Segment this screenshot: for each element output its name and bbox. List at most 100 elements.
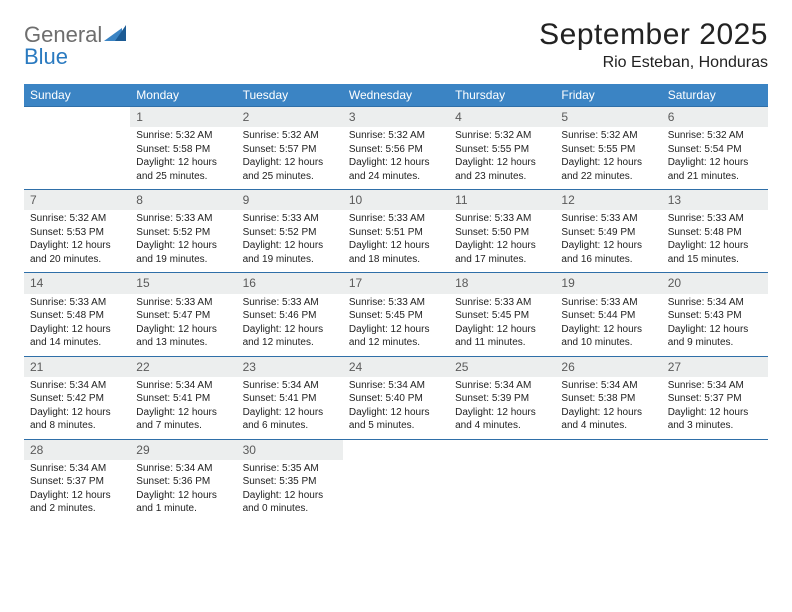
day-number-cell: 6 — [662, 107, 768, 128]
day-detail-cell: Sunrise: 5:34 AMSunset: 5:41 PMDaylight:… — [237, 377, 343, 440]
day-number-cell: 8 — [130, 190, 236, 211]
day-number-cell: 30 — [237, 439, 343, 460]
day-detail-cell: Sunrise: 5:32 AMSunset: 5:56 PMDaylight:… — [343, 127, 449, 190]
day-detail-cell: Sunrise: 5:32 AMSunset: 5:55 PMDaylight:… — [555, 127, 661, 190]
day-detail-cell: Sunrise: 5:35 AMSunset: 5:35 PMDaylight:… — [237, 460, 343, 522]
day-number-cell — [662, 439, 768, 460]
day-number-cell: 11 — [449, 190, 555, 211]
sunset-text: Sunset: 5:37 PM — [668, 392, 762, 406]
day-detail-cell: Sunrise: 5:34 AMSunset: 5:37 PMDaylight:… — [662, 377, 768, 440]
day-detail-cell: Sunrise: 5:33 AMSunset: 5:52 PMDaylight:… — [237, 210, 343, 273]
sunset-text: Sunset: 5:52 PM — [136, 226, 230, 240]
sunrise-text: Sunrise: 5:33 AM — [136, 212, 230, 226]
day-detail-cell — [662, 460, 768, 522]
sunrise-text: Sunrise: 5:33 AM — [455, 212, 549, 226]
day-number-cell: 25 — [449, 356, 555, 377]
day-number-cell — [24, 107, 130, 128]
sunrise-text: Sunrise: 5:33 AM — [136, 296, 230, 310]
sunrise-text: Sunrise: 5:34 AM — [30, 379, 124, 393]
day-number-cell: 29 — [130, 439, 236, 460]
sunrise-text: Sunrise: 5:33 AM — [30, 296, 124, 310]
sunrise-text: Sunrise: 5:33 AM — [349, 296, 443, 310]
sunrise-text: Sunrise: 5:32 AM — [136, 129, 230, 143]
day-detail-cell: Sunrise: 5:32 AMSunset: 5:58 PMDaylight:… — [130, 127, 236, 190]
daylight-text: Daylight: 12 hours and 17 minutes. — [455, 239, 549, 266]
month-title: September 2025 — [539, 18, 768, 52]
day-number-cell — [555, 439, 661, 460]
day-detail-cell: Sunrise: 5:33 AMSunset: 5:48 PMDaylight:… — [24, 294, 130, 357]
sunset-text: Sunset: 5:41 PM — [136, 392, 230, 406]
sunset-text: Sunset: 5:44 PM — [561, 309, 655, 323]
day-number-row: 123456 — [24, 107, 768, 128]
daylight-text: Daylight: 12 hours and 6 minutes. — [243, 406, 337, 433]
sunset-text: Sunset: 5:50 PM — [455, 226, 549, 240]
sunrise-text: Sunrise: 5:32 AM — [243, 129, 337, 143]
calendar-table: SundayMondayTuesdayWednesdayThursdayFrid… — [24, 84, 768, 522]
sunrise-text: Sunrise: 5:33 AM — [668, 212, 762, 226]
weekday-header: Wednesday — [343, 84, 449, 107]
title-block: September 2025 Rio Esteban, Honduras — [539, 18, 768, 72]
daylight-text: Daylight: 12 hours and 9 minutes. — [668, 323, 762, 350]
header: General September 2025 Rio Esteban, Hond… — [24, 18, 768, 72]
day-detail-cell: Sunrise: 5:33 AMSunset: 5:50 PMDaylight:… — [449, 210, 555, 273]
daylight-text: Daylight: 12 hours and 22 minutes. — [561, 156, 655, 183]
weekday-header: Sunday — [24, 84, 130, 107]
day-number-row: 21222324252627 — [24, 356, 768, 377]
day-number-cell: 27 — [662, 356, 768, 377]
daylight-text: Daylight: 12 hours and 19 minutes. — [243, 239, 337, 266]
daylight-text: Daylight: 12 hours and 11 minutes. — [455, 323, 549, 350]
day-number-cell: 4 — [449, 107, 555, 128]
daylight-text: Daylight: 12 hours and 20 minutes. — [30, 239, 124, 266]
day-number-cell: 5 — [555, 107, 661, 128]
day-detail-cell: Sunrise: 5:34 AMSunset: 5:39 PMDaylight:… — [449, 377, 555, 440]
daylight-text: Daylight: 12 hours and 25 minutes. — [243, 156, 337, 183]
day-detail-cell: Sunrise: 5:34 AMSunset: 5:37 PMDaylight:… — [24, 460, 130, 522]
sunset-text: Sunset: 5:42 PM — [30, 392, 124, 406]
sunset-text: Sunset: 5:40 PM — [349, 392, 443, 406]
sunset-text: Sunset: 5:52 PM — [243, 226, 337, 240]
day-number-cell: 9 — [237, 190, 343, 211]
sunset-text: Sunset: 5:57 PM — [243, 143, 337, 157]
sunset-text: Sunset: 5:39 PM — [455, 392, 549, 406]
day-number-cell: 26 — [555, 356, 661, 377]
sunrise-text: Sunrise: 5:34 AM — [243, 379, 337, 393]
day-detail-cell: Sunrise: 5:33 AMSunset: 5:46 PMDaylight:… — [237, 294, 343, 357]
day-detail-cell: Sunrise: 5:33 AMSunset: 5:52 PMDaylight:… — [130, 210, 236, 273]
day-detail-cell: Sunrise: 5:32 AMSunset: 5:54 PMDaylight:… — [662, 127, 768, 190]
daylight-text: Daylight: 12 hours and 18 minutes. — [349, 239, 443, 266]
daylight-text: Daylight: 12 hours and 0 minutes. — [243, 489, 337, 516]
sunset-text: Sunset: 5:37 PM — [30, 475, 124, 489]
day-detail-cell: Sunrise: 5:34 AMSunset: 5:36 PMDaylight:… — [130, 460, 236, 522]
day-detail-cell: Sunrise: 5:33 AMSunset: 5:45 PMDaylight:… — [449, 294, 555, 357]
sunrise-text: Sunrise: 5:32 AM — [561, 129, 655, 143]
sunrise-text: Sunrise: 5:32 AM — [455, 129, 549, 143]
day-detail-cell: Sunrise: 5:33 AMSunset: 5:44 PMDaylight:… — [555, 294, 661, 357]
sunrise-text: Sunrise: 5:34 AM — [668, 296, 762, 310]
sunset-text: Sunset: 5:48 PM — [668, 226, 762, 240]
day-number-cell: 7 — [24, 190, 130, 211]
sunrise-text: Sunrise: 5:34 AM — [455, 379, 549, 393]
daylight-text: Daylight: 12 hours and 3 minutes. — [668, 406, 762, 433]
day-detail-cell — [24, 127, 130, 190]
sunrise-text: Sunrise: 5:32 AM — [349, 129, 443, 143]
sunrise-text: Sunrise: 5:34 AM — [349, 379, 443, 393]
day-number-cell: 2 — [237, 107, 343, 128]
day-detail-row: Sunrise: 5:32 AMSunset: 5:53 PMDaylight:… — [24, 210, 768, 273]
day-detail-cell: Sunrise: 5:34 AMSunset: 5:42 PMDaylight:… — [24, 377, 130, 440]
day-detail-cell: Sunrise: 5:34 AMSunset: 5:38 PMDaylight:… — [555, 377, 661, 440]
daylight-text: Daylight: 12 hours and 4 minutes. — [455, 406, 549, 433]
day-number-cell: 3 — [343, 107, 449, 128]
weekday-header: Monday — [130, 84, 236, 107]
day-number-cell: 13 — [662, 190, 768, 211]
daylight-text: Daylight: 12 hours and 12 minutes. — [243, 323, 337, 350]
day-number-cell: 17 — [343, 273, 449, 294]
day-detail-cell: Sunrise: 5:32 AMSunset: 5:53 PMDaylight:… — [24, 210, 130, 273]
day-number-cell: 10 — [343, 190, 449, 211]
day-detail-cell: Sunrise: 5:34 AMSunset: 5:40 PMDaylight:… — [343, 377, 449, 440]
weekday-header: Saturday — [662, 84, 768, 107]
day-number-cell: 19 — [555, 273, 661, 294]
sunset-text: Sunset: 5:55 PM — [455, 143, 549, 157]
daylight-text: Daylight: 12 hours and 2 minutes. — [30, 489, 124, 516]
sunrise-text: Sunrise: 5:34 AM — [668, 379, 762, 393]
daylight-text: Daylight: 12 hours and 14 minutes. — [30, 323, 124, 350]
